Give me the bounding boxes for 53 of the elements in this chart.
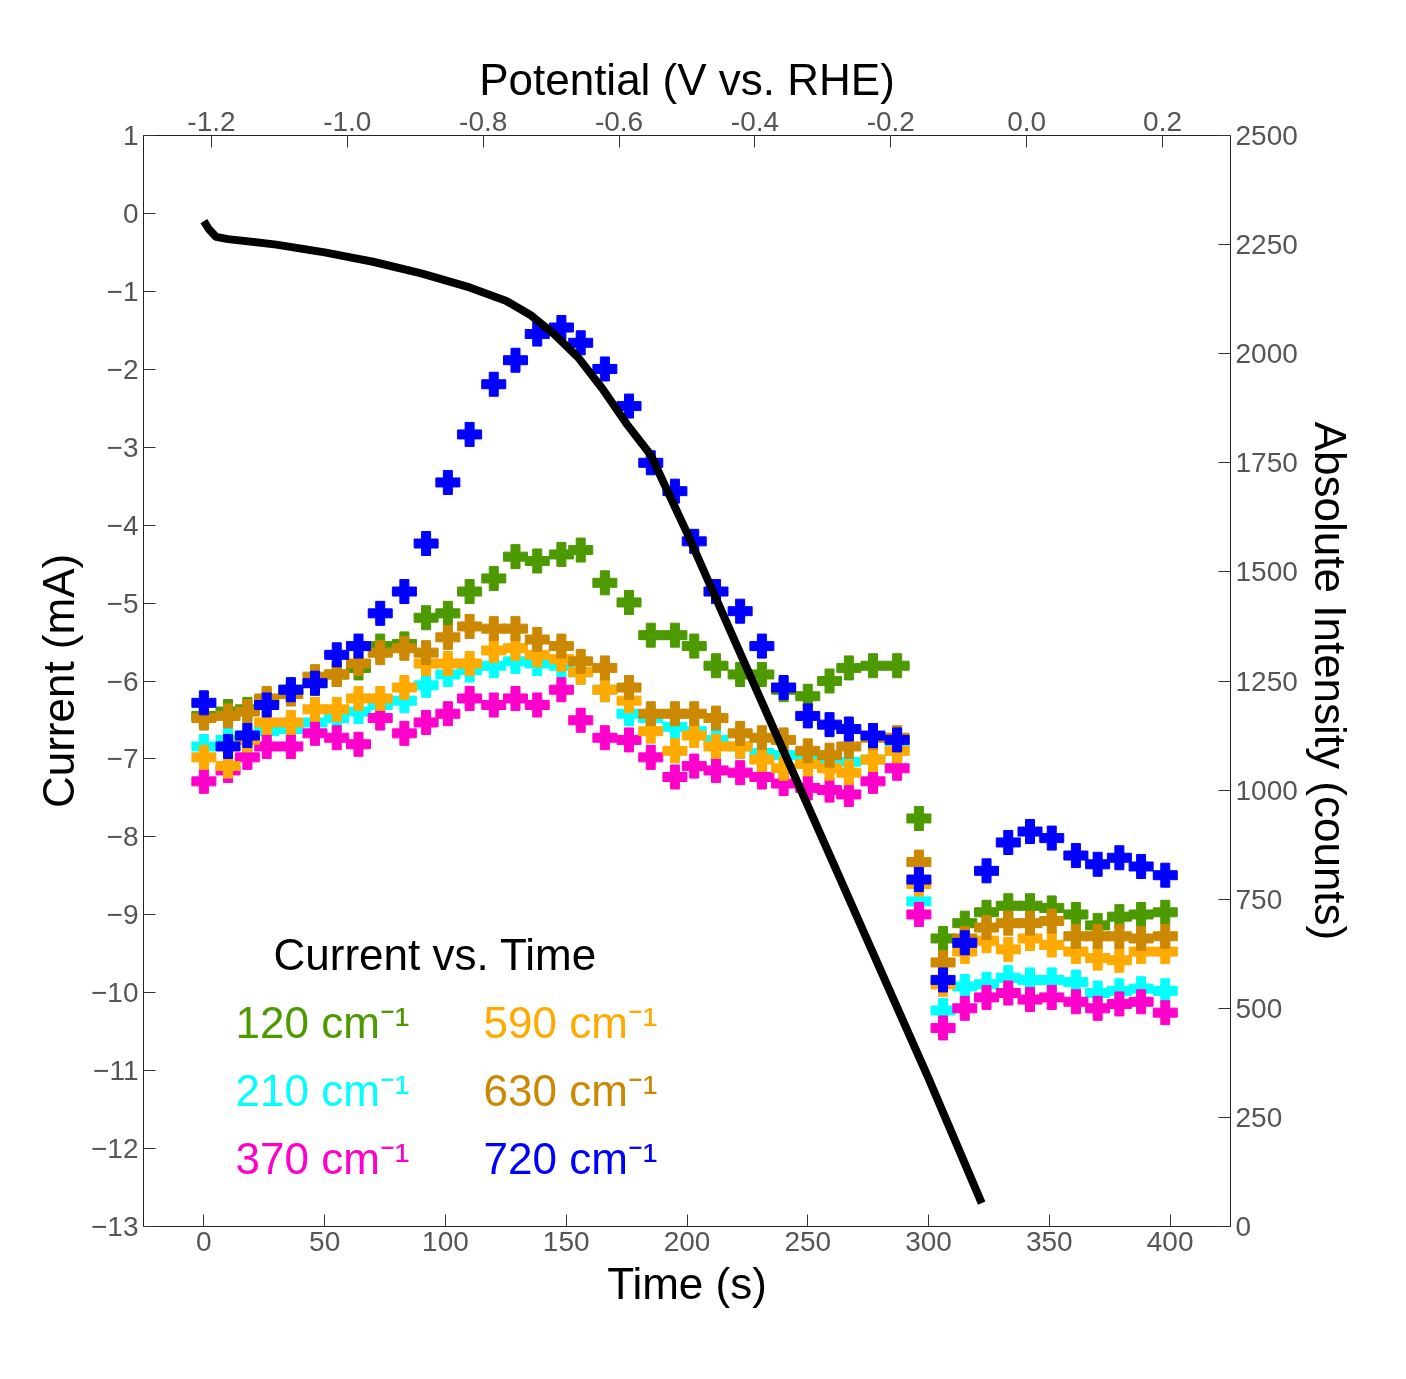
text: 370 cm⁻¹ <box>235 1134 410 1183</box>
x-tick-label: 50 <box>309 1225 341 1257</box>
y2-tick-label: 2000 <box>1235 338 1298 370</box>
x2-tick-label: -0.4 <box>730 105 780 137</box>
y-tick-label: −8 <box>106 821 139 853</box>
x2-tick-label: -1.0 <box>323 105 372 137</box>
x-tick-label: 200 <box>663 1225 711 1257</box>
y-tick-label: −5 <box>106 587 139 619</box>
y2-tick-label: 1750 <box>1235 447 1298 479</box>
y-tick-label: −4 <box>106 509 139 541</box>
text: 120 cm⁻¹ <box>235 998 410 1047</box>
y-tick-label: −9 <box>106 899 139 931</box>
y-tick-label: −7 <box>106 743 139 775</box>
x-tick-label: 400 <box>1146 1225 1194 1257</box>
y2-tick-label: 1500 <box>1235 556 1298 588</box>
y-tick-label: 0 <box>122 197 139 229</box>
text: 590 cm⁻¹ <box>483 998 658 1047</box>
y2-tick-label: 2250 <box>1235 229 1298 261</box>
y-tick-label: −1 <box>106 275 139 307</box>
y2-tick-label: 1000 <box>1235 774 1298 806</box>
text: 630 cm⁻¹ <box>483 1066 658 1115</box>
y-axis-title: Current (mA) <box>34 553 83 809</box>
x2-tick-label: 0.0 <box>1007 105 1047 137</box>
y-tick-label: −3 <box>106 431 139 463</box>
x-axis-title: Time (s) <box>607 1258 767 1308</box>
x2-tick-label: -0.6 <box>594 105 644 137</box>
y-tick-label: −12 <box>91 1133 139 1165</box>
x-tick-label: 0 <box>196 1225 212 1257</box>
x2-tick-label: -0.2 <box>866 105 915 137</box>
y-tick-label: −2 <box>106 353 139 385</box>
y2-axis-title: Absolute Intensity (counts) <box>1305 421 1355 941</box>
x-tick-label: 350 <box>1025 1225 1073 1257</box>
x2-axis-title: Potential (V vs. RHE) <box>479 54 895 104</box>
text: 210 cm⁻¹ <box>235 1066 410 1115</box>
y2-tick-label: 750 <box>1235 883 1283 915</box>
x2-tick-label: -0.8 <box>459 105 508 137</box>
x-tick-label: 150 <box>542 1225 590 1257</box>
x2-tick-label: 0.2 <box>1143 105 1183 137</box>
y2-tick-label: 2500 <box>1235 120 1298 151</box>
x2-tick-label: -1.2 <box>187 105 236 137</box>
y-tick-label: −11 <box>93 1055 139 1087</box>
y2-tick-label: 1250 <box>1235 665 1298 697</box>
y-tick-label: −6 <box>106 665 139 697</box>
x-tick-label: 100 <box>422 1225 469 1257</box>
y2-tick-label: 250 <box>1235 1101 1283 1133</box>
text: Current vs. Time <box>273 930 597 979</box>
y-tick-label: −13 <box>91 1211 139 1242</box>
y-tick-label: 1 <box>122 120 139 151</box>
text: 720 cm⁻¹ <box>483 1134 658 1183</box>
x-tick-label: 250 <box>784 1225 832 1257</box>
y-tick-label: −10 <box>91 977 139 1009</box>
x-tick-label: 300 <box>905 1225 952 1257</box>
y2-tick-label: 500 <box>1235 992 1283 1024</box>
